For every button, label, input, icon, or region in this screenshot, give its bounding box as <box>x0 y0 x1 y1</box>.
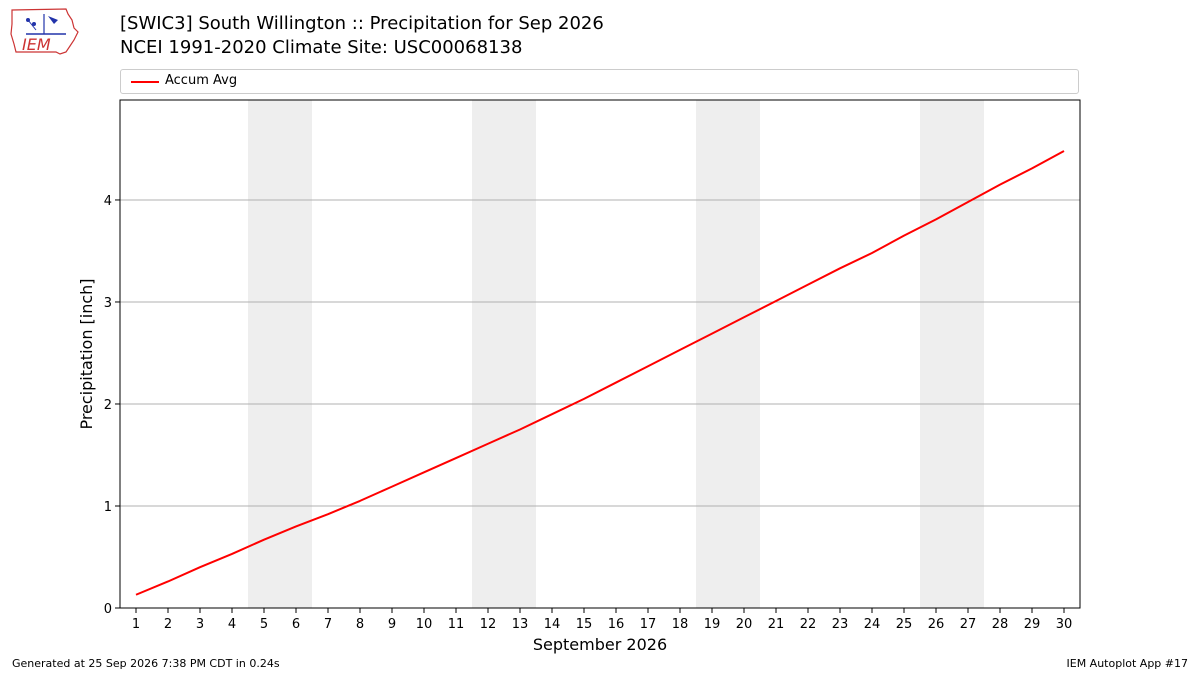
x-tick-label-21: 21 <box>768 617 785 632</box>
y-tick-label-3: 3 <box>104 296 112 311</box>
x-tick-label-8: 8 <box>356 617 364 632</box>
iem-logo-graphic: IEM <box>10 8 79 55</box>
x-tick-label-15: 15 <box>576 617 593 632</box>
x-tick-label-28: 28 <box>992 617 1009 632</box>
weekend-bands <box>248 100 984 608</box>
x-tick-label-27: 27 <box>960 617 977 632</box>
generated-timestamp: Generated at 25 Sep 2026 7:38 PM CDT in … <box>12 657 280 670</box>
weekend-band-1 <box>248 100 312 608</box>
x-tick-label-11: 11 <box>448 617 465 632</box>
x-tick-label-22: 22 <box>800 617 817 632</box>
x-tick-label-24: 24 <box>864 617 881 632</box>
x-tick-label-12: 12 <box>480 617 497 632</box>
x-tick-label-23: 23 <box>832 617 849 632</box>
x-tick-label-5: 5 <box>260 617 268 632</box>
weekend-band-3 <box>696 100 760 608</box>
x-tick-label-6: 6 <box>292 617 300 632</box>
x-tick-label-30: 30 <box>1056 617 1073 632</box>
x-tick-label-2: 2 <box>164 617 172 632</box>
x-tick-label-20: 20 <box>736 617 753 632</box>
autoplot-app-id: IEM Autoplot App #17 <box>1066 657 1189 670</box>
x-axis-label: September 2026 <box>533 635 667 654</box>
title-line-1: [SWIC3] South Willington :: Precipitatio… <box>120 13 604 34</box>
x-tick-label-25: 25 <box>896 617 913 632</box>
iem-logo: IEM <box>8 6 80 58</box>
series-line-accum-avg <box>135 150 1065 596</box>
logo-text: IEM <box>22 35 51 54</box>
x-tick-label-16: 16 <box>608 617 625 632</box>
x-tick-label-19: 19 <box>704 617 721 632</box>
weekend-band-2 <box>472 100 536 608</box>
title-line-2: NCEI 1991-2020 Climate Site: USC00068138 <box>120 37 523 58</box>
x-axis-ticks: 1 2 3 4 5 6 7 8 9 10 11 12 13 14 15 16 17 18 19 20 21 22 23 24 2… <box>132 608 1072 632</box>
grid-lines <box>120 199 1080 507</box>
y-tick-label-4: 4 <box>104 194 112 209</box>
legend-swatch-accum-avg <box>131 81 159 83</box>
series-layer <box>135 150 1065 596</box>
y-tick-label-1: 1 <box>104 500 112 515</box>
x-tick-label-7: 7 <box>324 617 332 632</box>
y-axis-ticks: 0 1 2 3 4 <box>104 194 120 617</box>
x-tick-label-17: 17 <box>640 617 657 632</box>
x-tick-label-18: 18 <box>672 617 689 632</box>
x-tick-label-4: 4 <box>228 617 236 632</box>
y-tick-label-0: 0 <box>104 602 112 617</box>
x-tick-label-10: 10 <box>416 617 433 632</box>
x-tick-label-3: 3 <box>196 617 204 632</box>
chart-legend: Accum Avg <box>120 69 1079 94</box>
y-axis-label: Precipitation [inch] <box>77 278 96 429</box>
x-tick-label-1: 1 <box>132 617 140 632</box>
chart-title: [SWIC3] South Willington :: Precipitatio… <box>120 12 604 60</box>
x-tick-label-29: 29 <box>1024 617 1041 632</box>
x-tick-label-13: 13 <box>512 617 529 632</box>
x-tick-label-14: 14 <box>544 617 561 632</box>
x-tick-label-26: 26 <box>928 617 945 632</box>
plot-frame <box>119 99 1081 609</box>
x-tick-label-9: 9 <box>388 617 396 632</box>
legend-label-accum-avg: Accum Avg <box>165 73 238 88</box>
weekend-band-4 <box>920 100 984 608</box>
y-tick-label-2: 2 <box>104 398 112 413</box>
